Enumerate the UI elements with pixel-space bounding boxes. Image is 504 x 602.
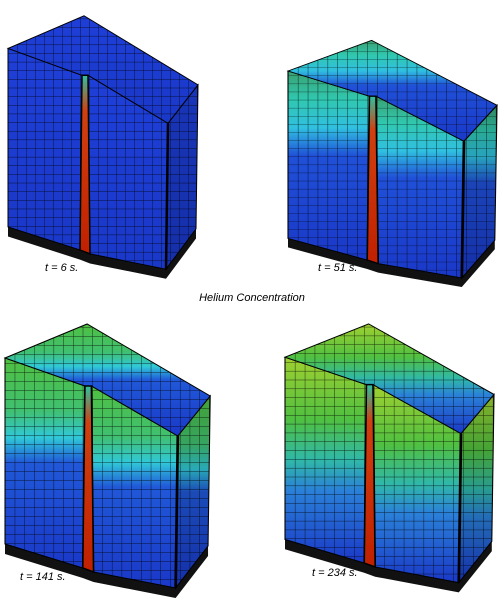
caption: Helium Concentration [199,292,305,304]
block [285,324,494,593]
panel-label: t = 51 s. [318,262,357,274]
block [8,16,198,279]
figure: t = 6 s. t = 51 s. Helium Concentration t =… [0,0,504,602]
left-face-mesh [288,71,369,260]
panel-label: t = 141 s. [20,571,66,583]
left-face-mesh [5,358,85,568]
crack [83,386,94,572]
page: {"panels": [{"label": "t = 6 s."}, {"lab… [0,0,504,602]
left-face-mesh [285,357,366,563]
panel-label: t = 234 s. [312,567,358,579]
block [5,324,210,598]
crack [367,96,378,263]
crack [364,385,375,567]
panel-label: t = 6 s. [45,262,78,274]
left-face-mesh [8,48,82,250]
crack [80,75,90,254]
block [288,40,497,287]
